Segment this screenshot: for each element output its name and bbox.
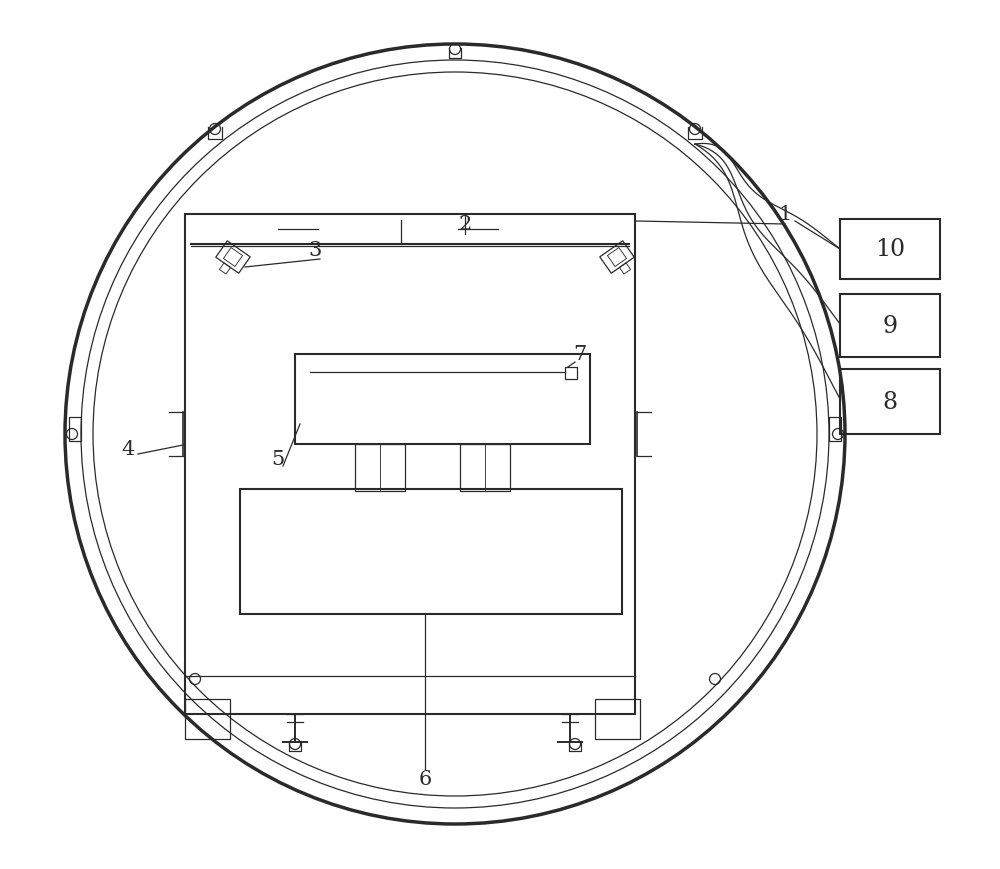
- Bar: [185, 700, 230, 740]
- Bar: [565, 368, 577, 380]
- Bar: [595, 700, 640, 740]
- Text: 10: 10: [875, 238, 905, 262]
- Bar: [295, 355, 590, 444]
- Text: 5: 5: [271, 450, 285, 469]
- Text: 6: 6: [418, 770, 432, 788]
- Bar: [355, 444, 405, 492]
- Bar: [69, 417, 81, 441]
- Text: 1: 1: [778, 205, 792, 224]
- Bar: [840, 220, 940, 280]
- Text: 9: 9: [882, 315, 898, 338]
- Bar: [240, 489, 622, 614]
- Bar: [840, 295, 940, 357]
- Text: 4: 4: [121, 440, 135, 459]
- Text: 8: 8: [882, 390, 898, 414]
- Text: 2: 2: [458, 216, 472, 235]
- Bar: [840, 369, 940, 434]
- Bar: [829, 417, 841, 441]
- Text: 3: 3: [308, 240, 322, 259]
- Bar: [460, 444, 510, 492]
- Bar: [185, 215, 635, 714]
- Text: 7: 7: [573, 345, 587, 364]
